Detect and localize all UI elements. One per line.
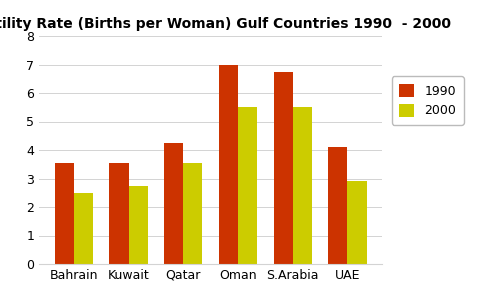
Bar bbox=[219, 64, 238, 264]
Bar bbox=[293, 107, 312, 264]
Bar bbox=[129, 186, 148, 264]
Bar bbox=[238, 107, 257, 264]
Bar bbox=[347, 181, 367, 264]
Bar bbox=[109, 163, 129, 264]
Bar bbox=[55, 163, 74, 264]
Bar bbox=[328, 147, 347, 264]
Bar bbox=[273, 72, 293, 264]
Bar bbox=[164, 143, 183, 264]
Title: Fertility Rate (Births per Woman) Gulf Countries 1990  - 2000: Fertility Rate (Births per Woman) Gulf C… bbox=[0, 17, 451, 31]
Bar bbox=[74, 193, 93, 264]
Bar bbox=[183, 163, 202, 264]
Legend: 1990, 2000: 1990, 2000 bbox=[392, 76, 464, 125]
